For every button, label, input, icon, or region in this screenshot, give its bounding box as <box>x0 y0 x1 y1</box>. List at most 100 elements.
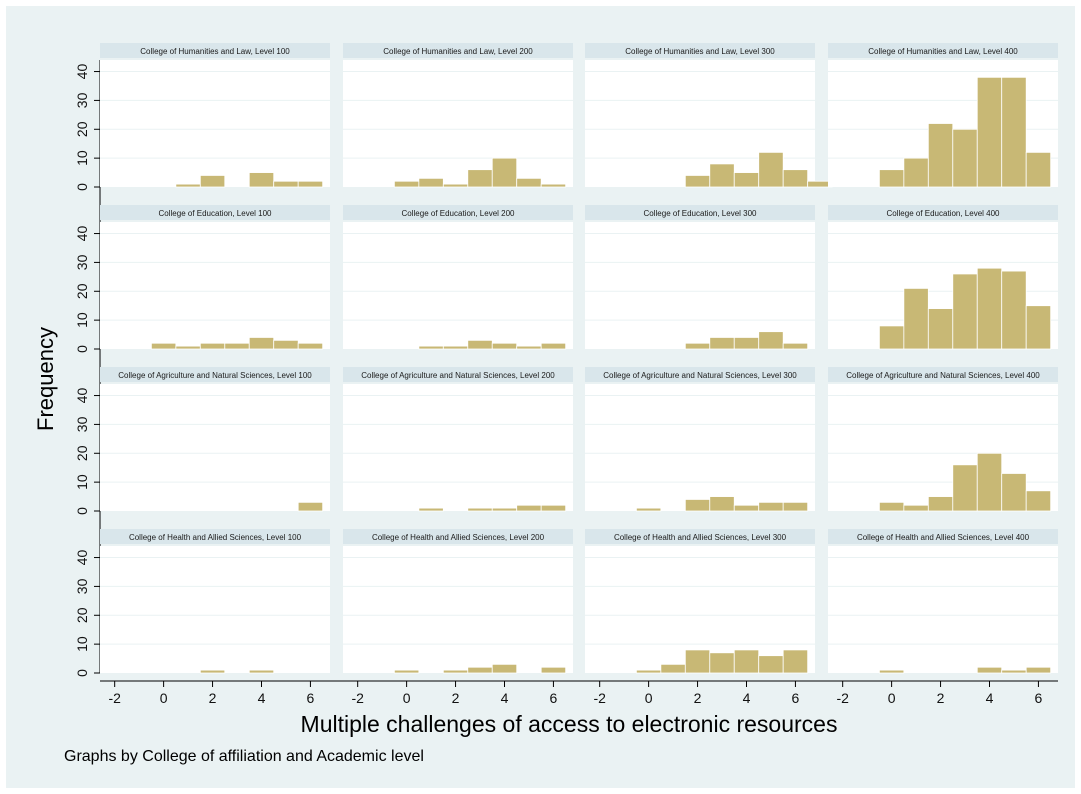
histogram-bar <box>733 649 760 674</box>
histogram-bar <box>782 501 809 512</box>
histogram-bar <box>418 177 444 188</box>
panel-strip <box>828 529 1058 544</box>
histogram-bar <box>491 507 518 512</box>
panel-title: College of Education, Level 400 <box>887 209 1001 218</box>
histogram-bar <box>540 342 567 350</box>
histogram-bar <box>491 157 518 188</box>
panel-background <box>343 222 573 349</box>
panel-background <box>100 60 330 187</box>
y-tick-label: 0 <box>74 507 90 515</box>
histogram-bar <box>297 180 324 188</box>
histogram-bar <box>442 669 469 674</box>
histogram-bar <box>878 501 905 512</box>
x-tick-label: 4 <box>501 690 509 706</box>
y-tick-label: 40 <box>74 550 90 566</box>
histogram-bar <box>684 342 711 350</box>
histogram-bar <box>684 499 711 512</box>
y-tick-label: 30 <box>74 254 90 270</box>
histogram-bar <box>709 496 735 512</box>
y-tick-label: 40 <box>74 226 90 242</box>
histogram-bar <box>733 172 760 188</box>
panel-title: College of Agriculture and Natural Scien… <box>846 371 1040 380</box>
histogram-bar <box>393 180 420 188</box>
y-tick-label: 0 <box>74 669 90 677</box>
panel-strip <box>828 205 1058 220</box>
x-tick-label: 4 <box>258 690 266 706</box>
panel-strip <box>343 529 573 544</box>
histogram-bar <box>467 666 493 674</box>
histogram-bar <box>540 666 567 674</box>
histogram-bar <box>199 175 226 188</box>
x-tick-label: 6 <box>550 690 558 706</box>
y-tick-label: 40 <box>74 388 90 404</box>
histogram-bar <box>1001 76 1027 188</box>
histogram-bar <box>273 339 299 350</box>
histogram-bar <box>540 183 567 188</box>
panel-strip <box>343 367 573 382</box>
histogram-bar <box>248 172 275 188</box>
histogram-bar <box>1025 490 1052 512</box>
panel-strip <box>585 43 815 58</box>
x-tick-label: 0 <box>645 690 653 706</box>
histogram-bar <box>393 669 420 674</box>
panel-title: College of Agriculture and Natural Scien… <box>118 371 312 380</box>
panel-background <box>343 384 573 511</box>
histogram-bar <box>878 325 905 350</box>
histogram-bar <box>1001 473 1027 512</box>
histogram-bar <box>635 669 662 674</box>
y-tick-label: 20 <box>74 607 90 623</box>
histogram-bar <box>442 183 469 188</box>
histogram-bar <box>782 649 809 674</box>
histogram-bar <box>684 175 711 188</box>
histogram-bar <box>248 669 275 674</box>
y-axis-title: Frequency <box>33 327 58 431</box>
panel-strip <box>100 367 330 382</box>
panel-background <box>100 546 330 673</box>
histogram-bar <box>758 501 784 512</box>
y-tick-label: 30 <box>74 92 90 108</box>
panel-title: College of Education, Level 100 <box>159 209 273 218</box>
histogram-bar <box>635 507 662 512</box>
histogram-bar <box>467 169 493 188</box>
panel-strip <box>100 529 330 544</box>
histogram-bar <box>442 345 469 350</box>
y-tick-label: 30 <box>74 416 90 432</box>
y-tick-label: 40 <box>74 64 90 80</box>
histogram-bar <box>952 128 978 188</box>
x-axis-title: Multiple challenges of access to electro… <box>301 711 838 737</box>
histogram-bar <box>467 507 493 512</box>
panel-title: College of Education, Level 300 <box>644 209 758 218</box>
histogram-bar <box>878 169 905 188</box>
histogram-bar <box>709 163 735 188</box>
histogram-bar <box>709 652 735 674</box>
histogram-bar <box>952 464 978 512</box>
x-tick-label: -2 <box>836 690 849 706</box>
histogram-bar <box>199 342 226 350</box>
y-tick-label: 10 <box>74 312 90 328</box>
faceted-histogram-chart: College of Humanities and Law, Level 100… <box>33 43 1058 765</box>
histogram-bar <box>516 345 542 350</box>
x-tick-label: 0 <box>888 690 896 706</box>
histogram-bar <box>976 76 1003 188</box>
histogram-bar <box>758 151 784 188</box>
histogram-bar <box>782 169 809 188</box>
panel-background <box>828 546 1058 673</box>
histogram-bar <box>1025 666 1052 674</box>
y-tick-label: 10 <box>74 150 90 166</box>
histogram-bar <box>758 655 784 674</box>
panel-title: College of Humanities and Law, Level 200 <box>383 47 533 56</box>
histogram-bar <box>952 273 978 350</box>
histogram-bar <box>418 507 444 512</box>
histogram-bar <box>273 180 299 188</box>
panel-title: College of Humanities and Law, Level 100 <box>140 47 290 56</box>
panel-title: College of Health and Allied Sciences, L… <box>614 533 787 542</box>
histogram-bar <box>491 342 518 350</box>
panel-title: College of Agriculture and Natural Scien… <box>361 371 555 380</box>
x-tick-label: 0 <box>160 690 168 706</box>
histogram-bar <box>199 669 226 674</box>
panel-background <box>343 546 573 673</box>
chart-frame: College of Humanities and Law, Level 100… <box>6 6 1075 788</box>
histogram-bar <box>175 183 201 188</box>
histogram-bar <box>418 345 444 350</box>
histogram-bar <box>733 337 760 350</box>
